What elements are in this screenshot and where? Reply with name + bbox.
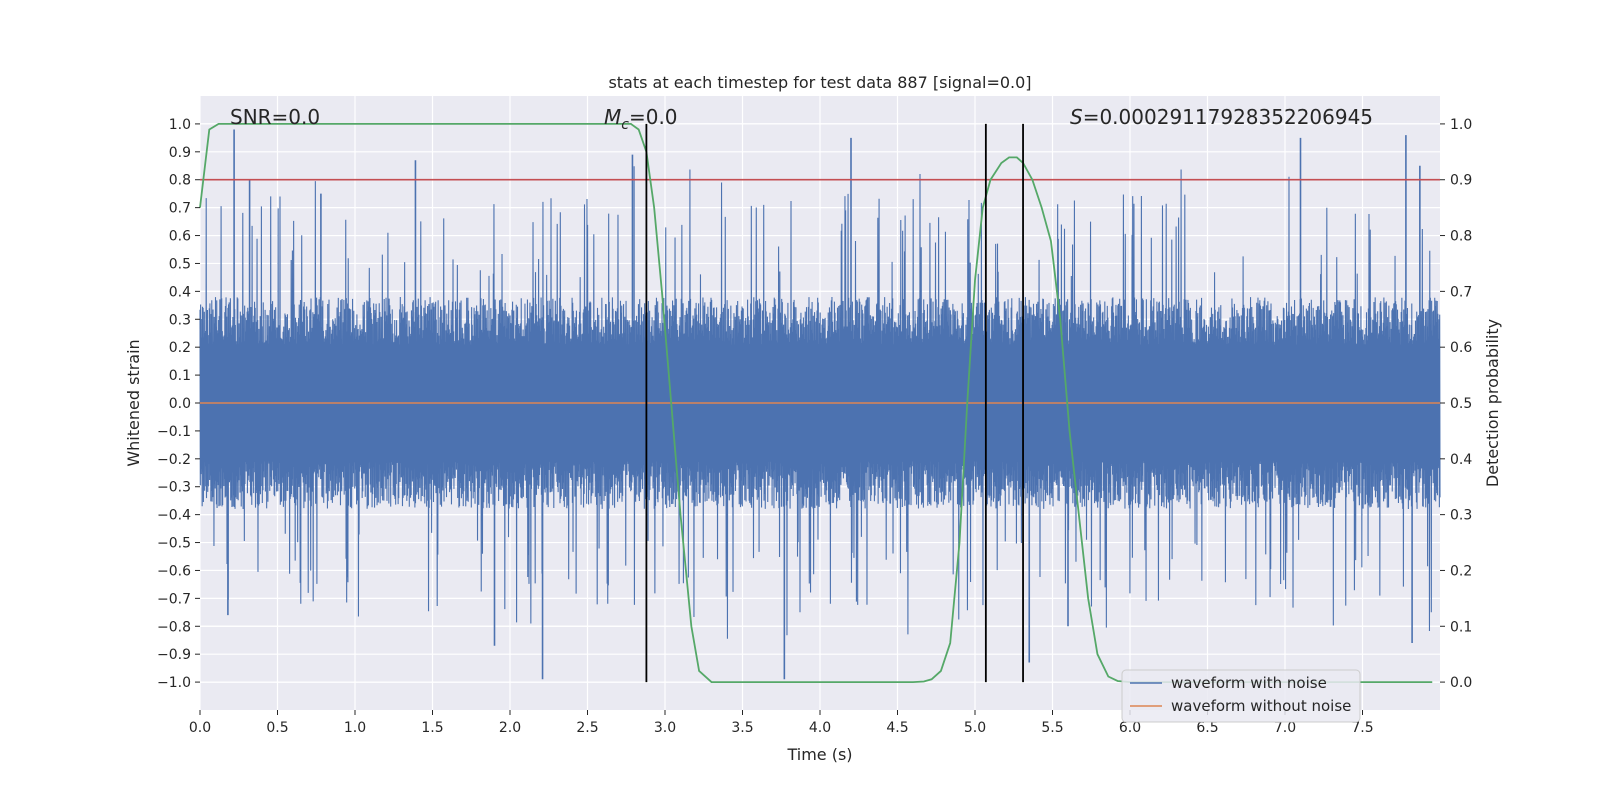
s-annotation: S=0.0002911792835220694​5	[1070, 105, 1373, 129]
y-tick-label: 1.0	[169, 117, 191, 133]
x-tick-label: 2.5	[576, 720, 598, 736]
y-tick-label: 0.3	[169, 312, 191, 328]
x-tick-label: 7.5	[1351, 720, 1373, 736]
y-tick-label: 0.0	[169, 396, 191, 412]
noise-trace	[199, 166, 1441, 639]
s-value: =0.0002911792835220694​5	[1083, 105, 1373, 129]
chirp-mass-subscript: c	[621, 117, 629, 133]
y-tick-label: 0.4	[169, 284, 191, 300]
chart-title: stats at each timestep for test data 887…	[608, 73, 1031, 92]
legend-box	[1121, 669, 1361, 723]
detection-probability-line	[199, 123, 1433, 683]
y2-tick-label: 0.9	[1450, 173, 1472, 189]
y-tick-label: −0.7	[157, 591, 191, 607]
y-tick-label: −0.1	[157, 424, 191, 440]
x-tick-label: 3.5	[731, 720, 753, 736]
x-tick-label: 1.0	[344, 720, 366, 736]
y-tick-label: 0.6	[169, 229, 191, 245]
y2-tick-label: 0.4	[1450, 452, 1472, 468]
y2-tick-label: 0.5	[1450, 396, 1472, 412]
y-tick-label: 0.5	[169, 256, 191, 272]
y-tick-label: −0.4	[157, 508, 191, 524]
x-tick-label: 6.0	[1119, 720, 1141, 736]
s-symbol: S	[1070, 105, 1083, 129]
y2-tick-label: 0.0	[1450, 675, 1472, 691]
x-tick-label: 2.0	[499, 720, 521, 736]
x-tick-label: 1.5	[421, 720, 443, 736]
y-tick-label: 0.7	[169, 201, 191, 217]
y-tick-label: −0.6	[157, 563, 191, 579]
x-tick-label: 5.0	[964, 720, 986, 736]
chirp-mass-value: =0.0	[629, 105, 678, 129]
detection-probability-series	[199, 123, 1433, 683]
x-axis-ticks: 0.0 0.5 1.0 1.5 2.0 2.5 3.0 3.5 4.0 4.5 5.0 5.5 6.0 6…	[189, 710, 1374, 736]
y-axis-ticks: −1.0 −0.9 −0.8 −0.7 −0.6 −0.5 −0.4 −0.3 −0.2 −0.1…	[157, 117, 200, 691]
y2-axis-label: Detection probability	[1483, 319, 1502, 487]
event-vertical-lines	[645, 123, 1024, 683]
x-tick-label: 7.0	[1274, 720, 1296, 736]
y2-tick-label: 1.0	[1450, 117, 1472, 133]
y2-tick-label: 0.8	[1450, 229, 1472, 245]
legend: waveform with noise waveform without noi…	[1121, 669, 1361, 723]
y-tick-label: −1.0	[157, 675, 191, 691]
y-axis-label: Whitened strain	[124, 339, 143, 466]
y2-tick-label: 0.2	[1450, 563, 1472, 579]
y-tick-label: −0.9	[157, 647, 191, 663]
y2-tick-label: 0.1	[1450, 619, 1472, 635]
y-tick-label: −0.3	[157, 480, 191, 496]
y-tick-label: 0.1	[169, 368, 191, 384]
y2-tick-label: 0.7	[1450, 284, 1472, 300]
legend-label-noise: waveform with noise	[1171, 674, 1327, 692]
x-tick-label: 0.5	[266, 720, 288, 736]
y-tick-label: −0.2	[157, 452, 191, 468]
x-tick-label: 6.5	[1196, 720, 1218, 736]
y2-tick-label: 0.6	[1450, 340, 1472, 356]
y-tick-label: −0.5	[157, 536, 191, 552]
snr-annotation: SNR=0.0	[230, 105, 320, 129]
legend-label-clean: waveform without noise	[1171, 697, 1351, 715]
y-tick-label: 0.2	[169, 340, 191, 356]
y-tick-label: 0.8	[169, 173, 191, 189]
chirp-mass-annotation: Mc=0.0	[604, 105, 678, 133]
y2-axis-ticks: 0.0 0.1 0.2 0.3 0.4 0.5 0.6 0.7 0.8 0.9 1.0	[1440, 117, 1472, 691]
y-tick-label: 0.9	[169, 145, 191, 161]
x-tick-label: 5.5	[1041, 720, 1063, 736]
x-axis-label: Time (s)	[786, 745, 852, 764]
x-tick-label: 4.0	[809, 720, 831, 736]
y-tick-label: −0.8	[157, 619, 191, 635]
y2-tick-label: 0.3	[1450, 508, 1472, 524]
x-tick-label: 3.0	[654, 720, 676, 736]
x-tick-label: 4.5	[886, 720, 908, 736]
chirp-mass-symbol: M	[604, 105, 621, 129]
x-tick-label: 0.0	[189, 720, 211, 736]
